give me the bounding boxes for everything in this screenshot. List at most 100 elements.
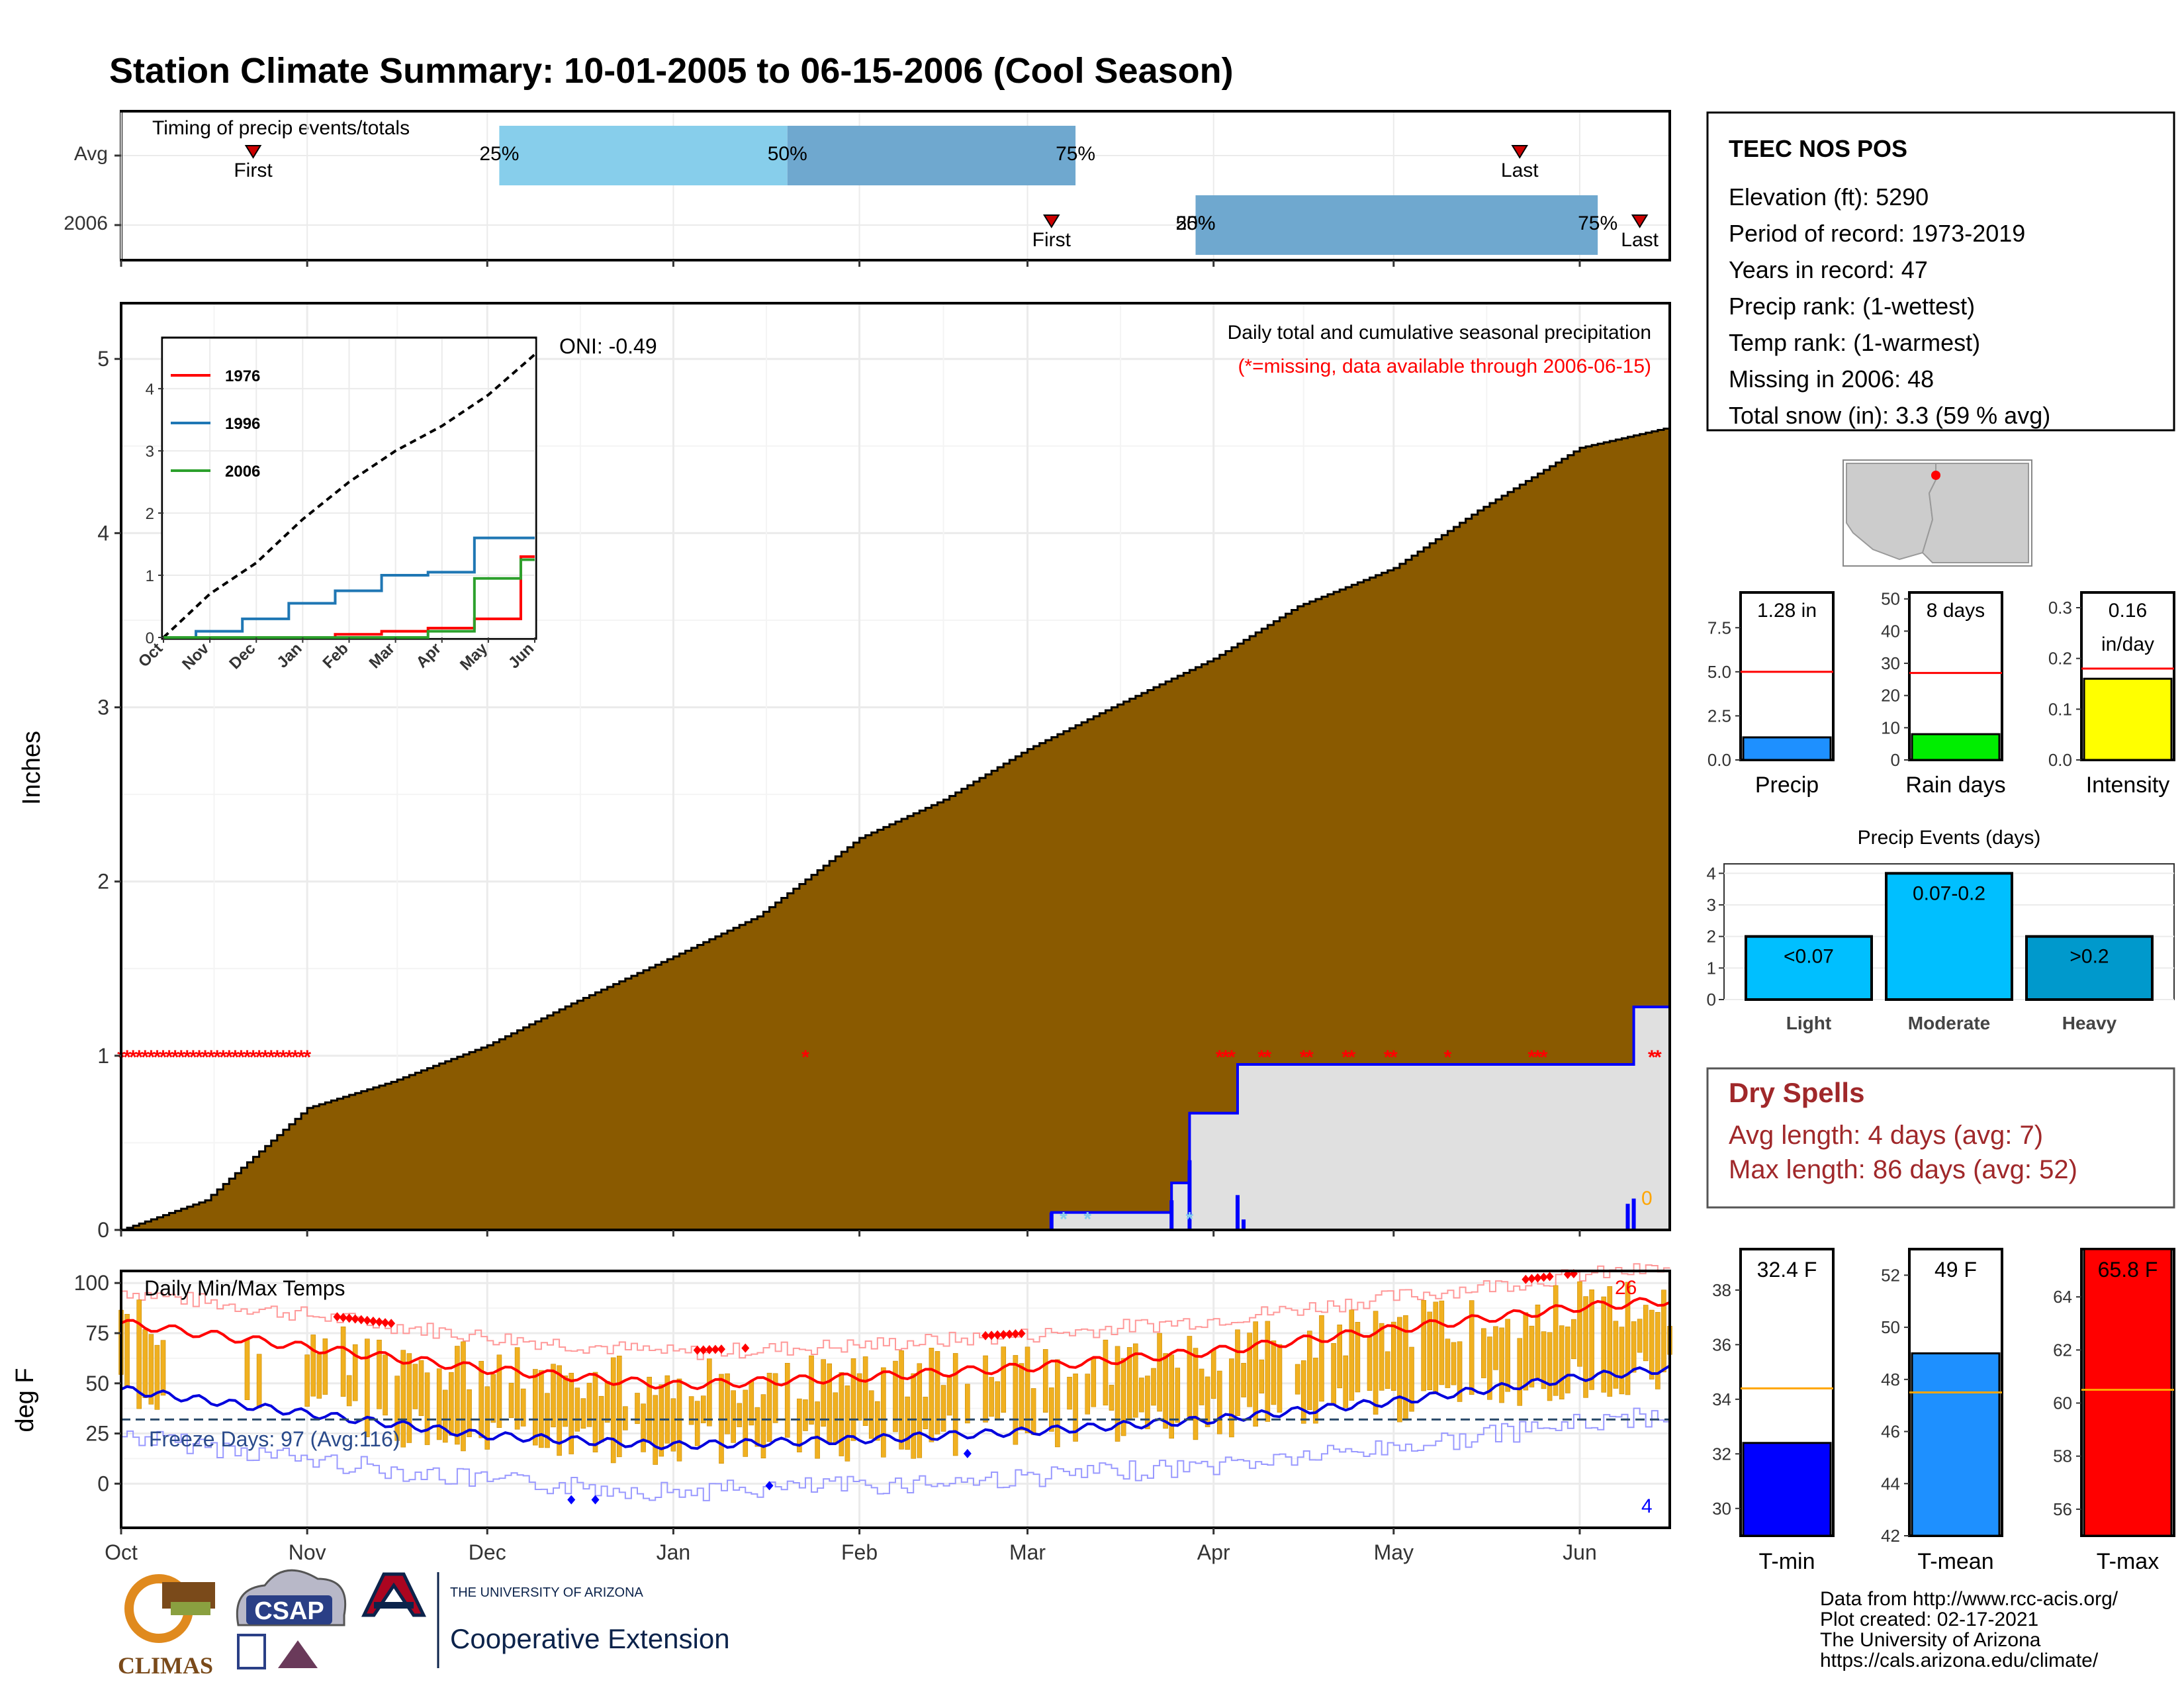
missing-data-marker: *	[279, 1047, 287, 1068]
timing-avg-last-marker	[1511, 145, 1529, 159]
daily-temp-bar	[346, 1375, 352, 1407]
missing-data-marker: *	[148, 1047, 156, 1068]
daily-temp-bar	[700, 1395, 706, 1423]
daily-precip-bar	[1235, 1195, 1240, 1230]
temp-bar-y-tick-label: 30	[1712, 1499, 1731, 1519]
daily-temp-bar	[1553, 1285, 1559, 1396]
timing-2006-last-marker	[1631, 214, 1649, 228]
temp-x-tick-label: Apr	[1197, 1540, 1230, 1564]
missing-data-marker: *	[195, 1047, 203, 1068]
missing-data-marker: *	[159, 1047, 167, 1068]
dry-spells-box: Dry Spells Avg length: 4 days (avg: 7) M…	[1706, 1067, 2175, 1209]
record-high-marker	[351, 1314, 359, 1324]
daily-precip-bar	[1169, 1200, 1174, 1230]
record-high-marker	[357, 1315, 365, 1325]
temp-x-tick-label: Jan	[657, 1540, 691, 1564]
record-low-line	[121, 1407, 1670, 1501]
temp-bar-value	[1742, 1442, 1832, 1537]
record-high-marker	[987, 1331, 996, 1340]
temp-bar-y-tick-label: 62	[2053, 1340, 2072, 1360]
daily-temp-bar	[496, 1354, 502, 1429]
daily-temp-bar	[124, 1313, 130, 1386]
locator-map	[1843, 459, 2032, 567]
daily-temp-bar	[1193, 1348, 1199, 1440]
station-info-line: Missing in 2006: 48	[1729, 365, 1934, 393]
precip-y-tick-label: 0	[97, 1218, 109, 1242]
missing-data-marker: *	[201, 1047, 209, 1068]
missing-data-marker: *	[165, 1047, 173, 1068]
daily-temp-bar	[616, 1356, 622, 1458]
daily-temp-bar	[610, 1357, 616, 1464]
timing-panel: Timing of precip events/totals Avg 2006 …	[64, 110, 1671, 267]
mini-bar-y-tick-label: 10	[1881, 718, 1900, 737]
record-high-marker	[999, 1330, 1008, 1340]
missing-data-marker: *	[1654, 1047, 1662, 1068]
daily-temp-bar	[1499, 1327, 1504, 1403]
missing-data-marker: *	[1228, 1047, 1236, 1068]
daily-temp-bar	[394, 1376, 400, 1441]
station-location-dot	[1931, 471, 1940, 480]
record-high-marker	[333, 1312, 341, 1322]
daily-temp-bar	[1319, 1315, 1324, 1402]
daily-temp-bar	[154, 1344, 160, 1410]
daily-temp-bar	[803, 1399, 808, 1431]
daily-temp-bar	[844, 1385, 850, 1462]
daily-temp-bar	[1049, 1387, 1054, 1432]
events-y-tick-label: 1	[1707, 958, 1716, 978]
daily-temp-bar	[1390, 1321, 1396, 1391]
daily-temp-bar	[784, 1362, 790, 1438]
inset-series-1996	[163, 536, 535, 639]
mini-bar-y-tick-label: 40	[1881, 621, 1900, 641]
daily-temp-bar	[442, 1389, 448, 1443]
hot-days-count: 26	[1615, 1277, 1637, 1299]
temp-bar-y-tick-label: 64	[2053, 1287, 2072, 1307]
daily-temp-bar	[436, 1368, 442, 1440]
temp-y-label: deg F	[11, 1368, 39, 1432]
inset-legend-label: 1996	[225, 415, 260, 433]
mini-bar-value-label: 1.28 in	[1757, 600, 1817, 622]
daily-temp-bar	[772, 1373, 778, 1423]
daily-temp-bar	[1241, 1362, 1246, 1397]
mini-bar-value	[1911, 733, 2001, 761]
daily-temp-bar	[1433, 1301, 1439, 1395]
daily-temp-bar	[1073, 1374, 1078, 1442]
page-title: Station Climate Summary: 10-01-2005 to 0…	[109, 51, 1234, 91]
daily-temp-bar	[1481, 1328, 1486, 1378]
timing-avg-p75-label: 75%	[1056, 143, 1095, 165]
mini-bar-frame	[1739, 591, 1835, 761]
mini-bar-value-unit: in/day	[2101, 633, 2154, 655]
temp-bar-label: T-min	[1759, 1549, 1815, 1574]
daily-temp-bar	[694, 1401, 700, 1446]
daily-temp-bar	[1115, 1346, 1120, 1442]
record-high-marker	[693, 1345, 702, 1355]
temp-y-tick-label: 0	[97, 1472, 109, 1495]
snow-day-marker: *	[1186, 1209, 1194, 1231]
daily-temp-bar	[1571, 1319, 1576, 1360]
daily-temp-bar	[754, 1407, 760, 1447]
timing-2006-first-marker	[1043, 214, 1060, 228]
timing-2006-first-label: First	[1032, 229, 1071, 251]
missing-data-marker: *	[213, 1047, 221, 1068]
daily-temp-bar	[989, 1377, 994, 1417]
missing-data-marker: *	[219, 1047, 227, 1068]
daily-temp-bar	[467, 1389, 472, 1437]
csap-logo-text: CSAP	[254, 1597, 324, 1625]
daily-temp-bar	[1601, 1296, 1607, 1393]
missing-data-marker: *	[238, 1047, 246, 1068]
daily-temp-bar	[1042, 1349, 1048, 1413]
daily-temp-bar	[641, 1403, 646, 1452]
daily-temp-bar	[352, 1344, 358, 1401]
daily-temp-bar	[1631, 1321, 1637, 1373]
daily-temp-bar	[1451, 1342, 1457, 1385]
daily-temp-bar	[1643, 1305, 1649, 1362]
temp-bar-value	[2083, 1248, 2173, 1537]
ua-logo: THE UNIVERSITY OF ARIZONA Cooperative Ex…	[361, 1572, 730, 1668]
daily-temp-bar	[461, 1341, 466, 1452]
daily-temp-bar	[923, 1397, 929, 1429]
mini-bar-y-tick-label: 0	[1891, 750, 1900, 770]
missing-data-marker: *	[135, 1047, 143, 1068]
temp-y-tick-label: 75	[85, 1321, 109, 1345]
mini-bar-y-tick-label: 20	[1881, 686, 1900, 706]
missing-data-marker: *	[1648, 1047, 1656, 1068]
